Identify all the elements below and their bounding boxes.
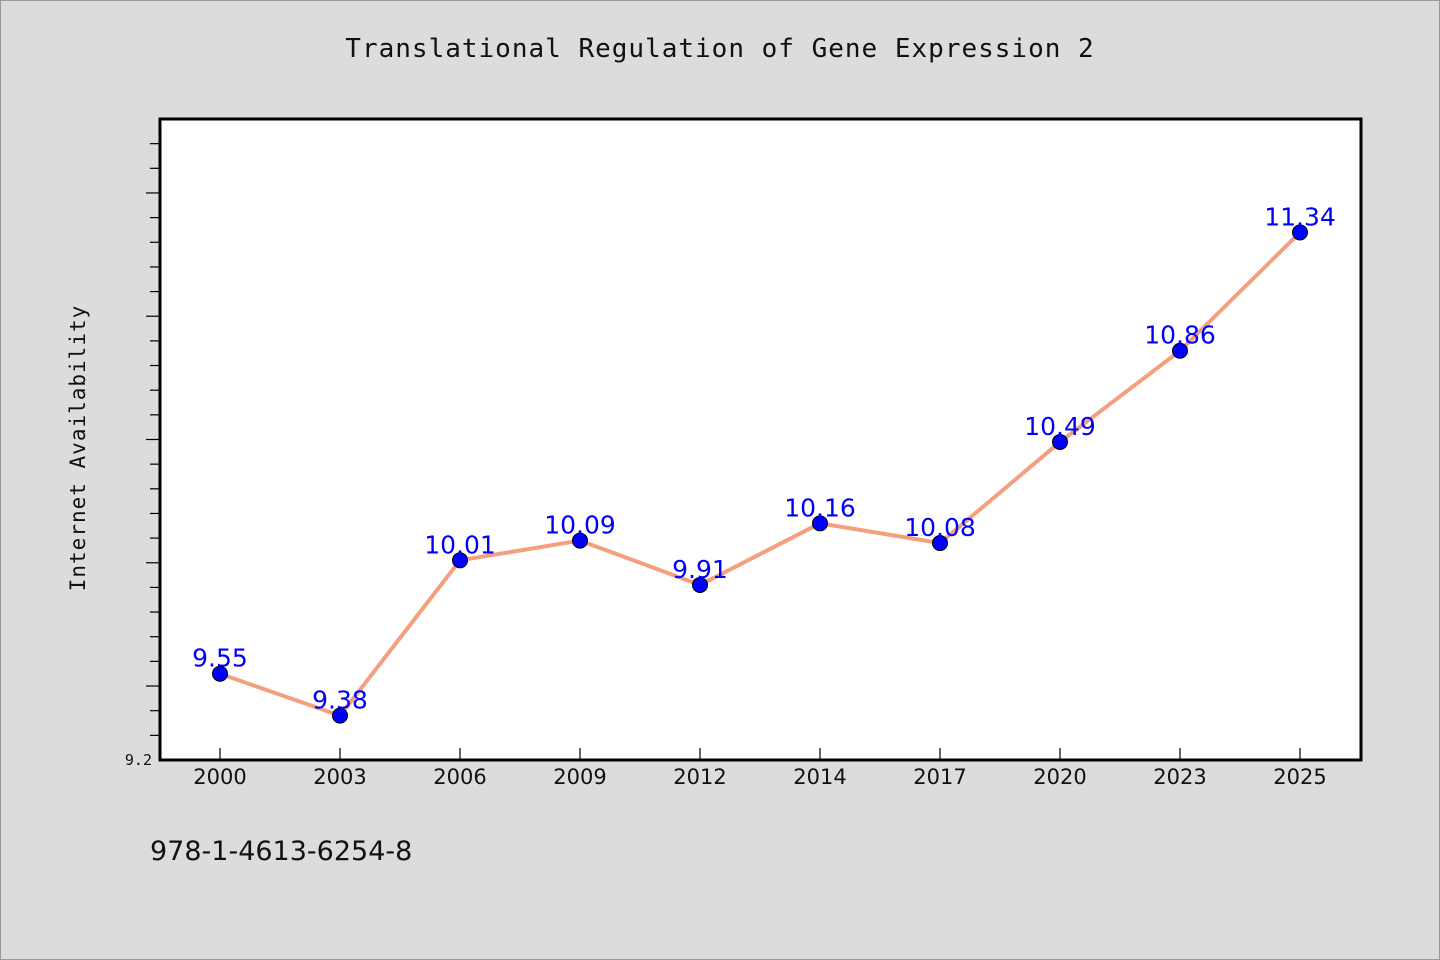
y-tick-label: 9.2 [125,751,152,769]
x-tick-label: 2020 [1033,765,1086,789]
data-point [1172,342,1188,359]
data-label: 10.86 [1144,321,1216,350]
chart-title: Translational Regulation of Gene Express… [345,34,1095,64]
data-point [1052,433,1068,450]
data-label: 10.01 [424,530,496,559]
data-label: 10.16 [784,493,856,522]
data-point [332,707,348,724]
data-label: 9.55 [192,644,248,673]
data-point [1292,224,1308,241]
x-axis-ticks: 2000 2003 2006 2009 2012 2014 2017 2020 2023 2025 [193,748,1327,789]
data-point [692,576,708,593]
data-labels: 9.55 9.38 10.01 10.09 9.91 10.16 10.08 10.49 10.… [192,202,1336,714]
x-tick-label: 2017 [913,765,966,789]
data-point [452,552,468,569]
x-tick-label: 2012 [673,765,726,789]
data-label: 9.38 [312,686,368,715]
y-axis-ticks: 9.2 [125,143,160,769]
plot-area [158,117,1363,762]
data-label: 11.34 [1264,202,1336,231]
data-label: 10.09 [544,511,616,540]
x-tick-label: 2014 [793,765,846,789]
series-line [219,230,1302,718]
data-point [932,535,948,552]
x-tick-label: 2025 [1273,765,1326,789]
data-point [572,532,588,549]
x-tick-label: 2023 [1153,765,1206,789]
data-label: 9.91 [672,555,728,584]
data-point [812,515,828,532]
data-markers [212,224,1308,724]
data-point [212,665,228,682]
x-tick-label: 2000 [193,765,246,789]
x-tick-label: 2006 [433,765,486,789]
isbn-text: 978-1-4613-6254-8 [150,836,413,867]
x-tick-label: 2003 [313,765,366,789]
data-label: 10.49 [1024,412,1096,441]
x-tick-label: 2009 [553,765,606,789]
data-label: 10.08 [904,513,976,542]
